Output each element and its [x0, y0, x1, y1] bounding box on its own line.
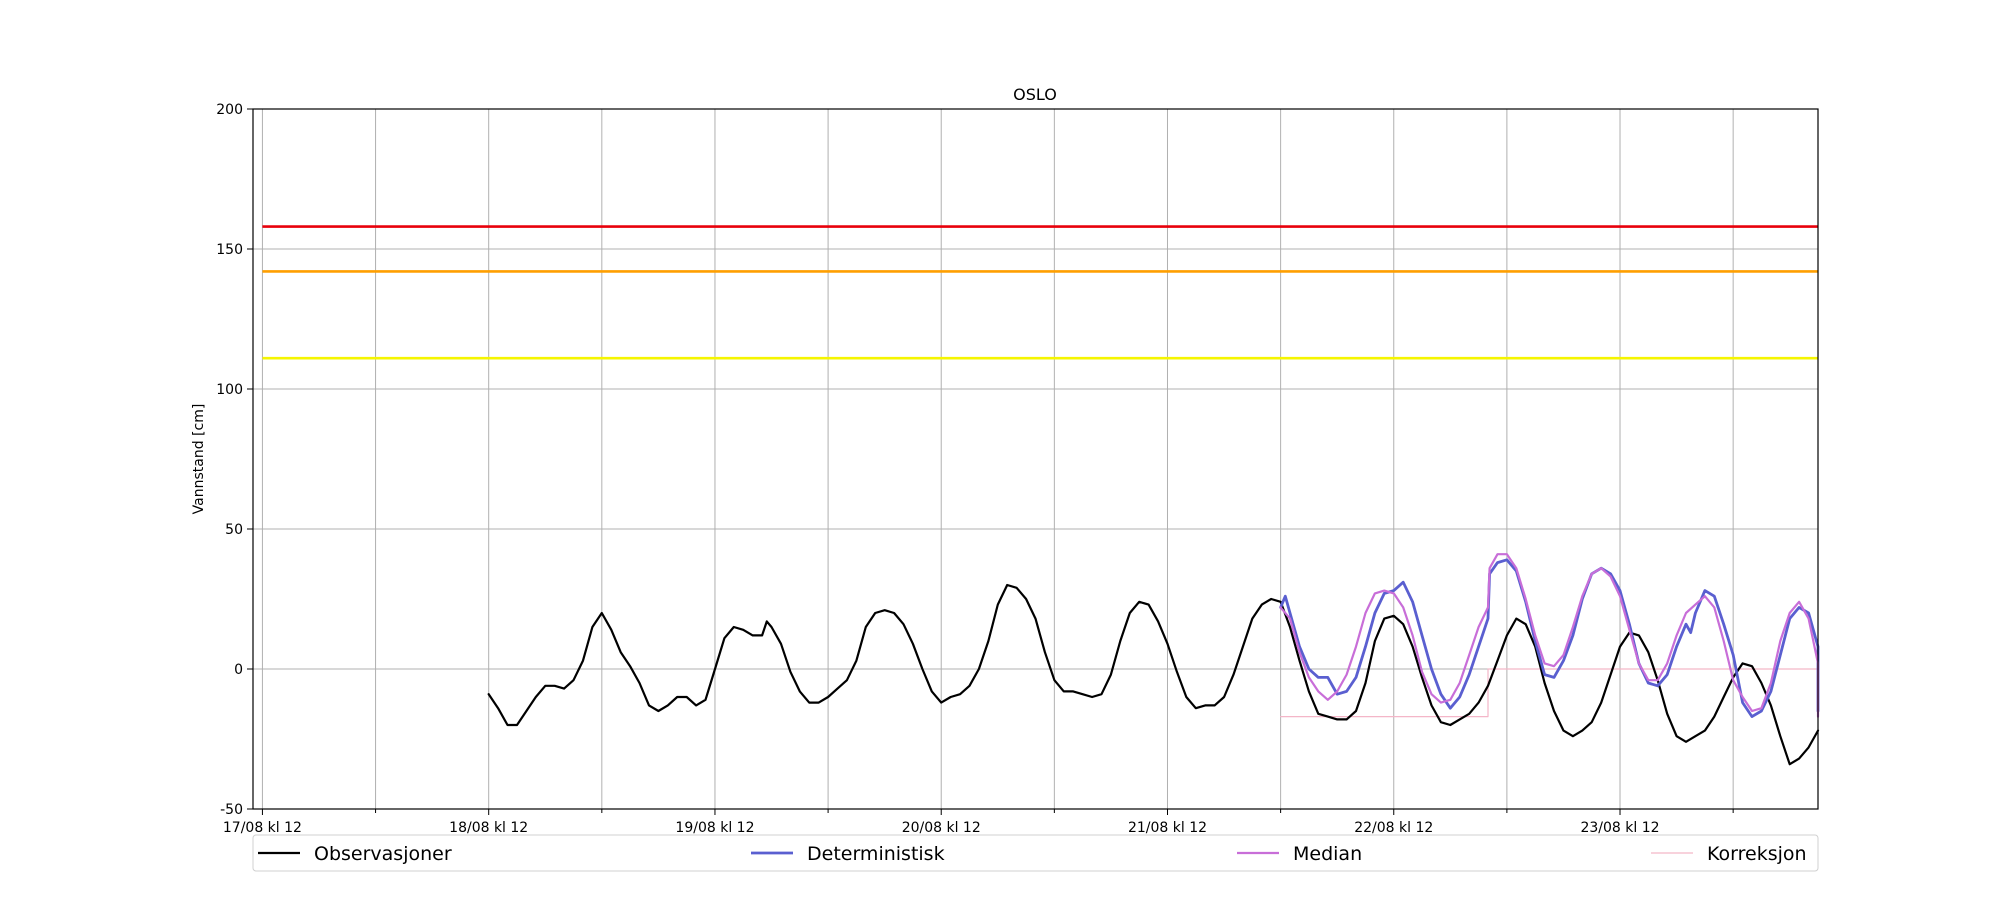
series-lines	[487, 553, 1820, 766]
x-tick-label: 20/08 kl 12	[902, 820, 981, 836]
x-tick-label: 18/08 kl 12	[449, 820, 528, 836]
legend: Observasjoner Deterministisk Median Korreks…	[252, 834, 1819, 872]
y-tick-label: 50	[225, 522, 243, 538]
y-tick-label: 150	[216, 242, 243, 258]
x-tick-label: 21/08 kl 12	[1128, 820, 1207, 836]
series-line-deterministisk	[1279, 558, 1820, 718]
legend-label: Deterministisk	[807, 843, 945, 865]
series-line-median	[1279, 553, 1820, 718]
x-axis: 17/08 kl 12 18/08 kl 12 19/08 kl 12 20/08 k…	[223, 809, 1734, 836]
x-tick-label: 19/08 kl 12	[675, 820, 754, 836]
plot-frame	[252, 108, 1819, 810]
y-tick-label: 100	[216, 382, 243, 398]
legend-label: Median	[1293, 843, 1362, 865]
series-line-observasjoner	[487, 583, 1820, 766]
chart-title: OSLO	[1013, 85, 1057, 104]
legend-label: Observasjoner	[314, 843, 452, 865]
y-tick-label: -50	[220, 802, 243, 818]
x-tick-label: 22/08 kl 12	[1354, 820, 1433, 836]
grid	[253, 108, 1818, 810]
threshold-lines	[262, 225, 1818, 360]
legend-label: Korreksjon	[1707, 843, 1807, 865]
legend-box	[252, 834, 1819, 872]
y-tick-label: 200	[216, 102, 243, 118]
y-axis-label: Vannstand [cm]	[191, 404, 207, 515]
x-tick-label: 23/08 kl 12	[1580, 820, 1659, 836]
y-axis: -50 0 50 100 150 200	[216, 102, 253, 818]
series-line-korreksjon	[1279, 668, 1819, 718]
y-tick-label: 0	[234, 662, 243, 678]
x-tick-label: 17/08 kl 12	[223, 820, 302, 836]
